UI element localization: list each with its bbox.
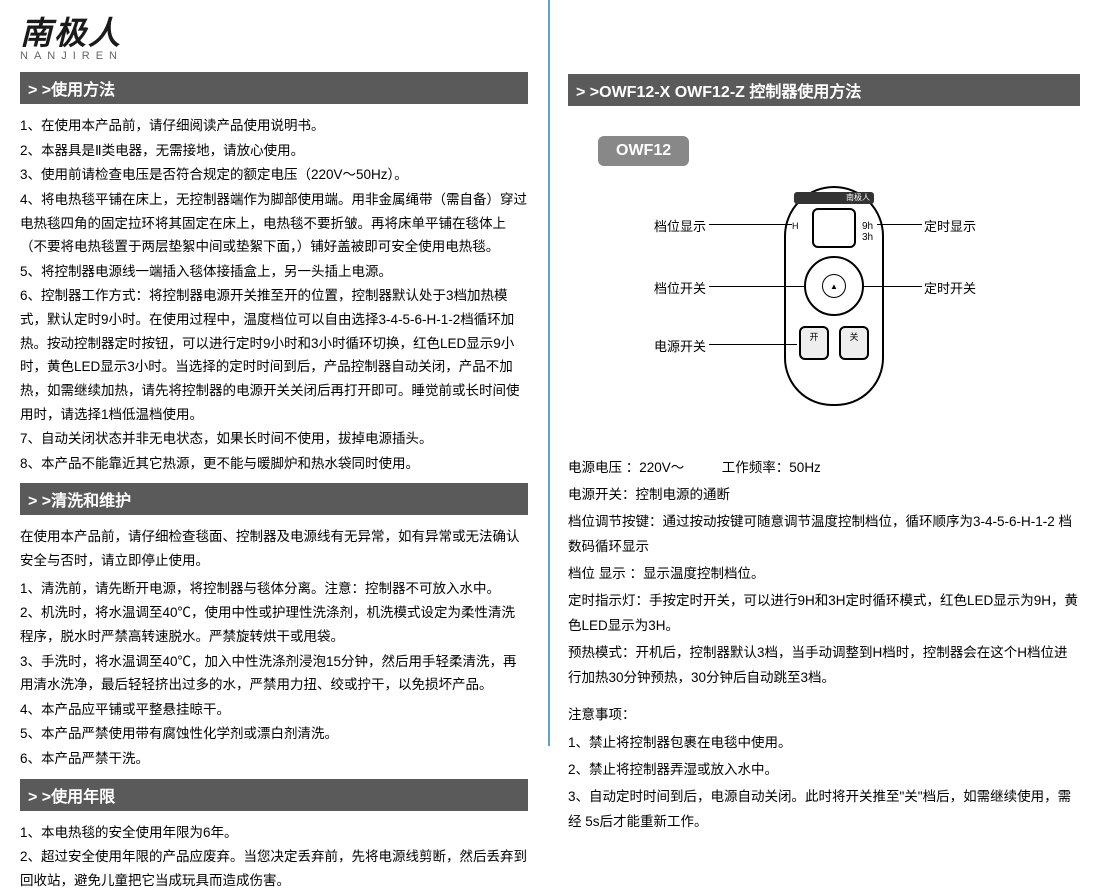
notice-item: 1、禁止将控制器包裹在电毯中使用。 [568, 731, 1080, 756]
power-off-button: 关 [839, 326, 869, 360]
spec-voltage-freq: 电源电压 ：220V～ 工作频率：50Hz [568, 456, 1080, 481]
usage-item: 6、控制器工作方式：将控制器电源开关推至开的位置，控制器默认处于3档加热模式，默… [20, 284, 528, 426]
clean-item: 6、本产品严禁干洗。 [20, 747, 528, 771]
label-timer-switch: 定时开关 [924, 278, 976, 297]
label-timer-display: 定时显示 [924, 216, 976, 235]
section-usage-header: > >使用方法 [20, 72, 528, 104]
usage-item: 7、自动关闭状态并非无电状态，如果长时间不使用，拔掉电源插头。 [20, 427, 528, 451]
label-line [864, 286, 922, 287]
label-level-switch: 档位开关 [654, 278, 706, 297]
usage-item: 1、在使用本产品前，请仔细阅读产品使用说明书。 [20, 114, 528, 138]
label-line [709, 286, 804, 287]
notice-item: 2、禁止将控制器弄湿或放入水中。 [568, 758, 1080, 783]
remote-screen [812, 208, 856, 248]
column-divider [548, 0, 550, 746]
section-clean-header: > >清洗和维护 [20, 483, 528, 515]
usage-item: 4、将电热毯平铺在床上，无控制器端作为脚部使用端。用非金属绳带（需自备）穿过电热… [20, 188, 528, 259]
brand-logo: 南极人 NANJIREN [20, 8, 528, 62]
power-on-button: 开 [799, 326, 829, 360]
screen-h-indicator: H [792, 221, 799, 231]
controller-header: > >OWF12-X OWF12-Z 控制器使用方法 [568, 74, 1080, 106]
label-line [877, 224, 922, 225]
clean-item: 4、本产品应平铺或平整悬挂晾干。 [20, 698, 528, 722]
usage-item: 3、使用前请检查电压是否符合规定的额定电压（220V～50Hz）。 [20, 163, 528, 187]
clean-item: 2、机洗时，将水温调至40℃，使用中性或护理性洗涤剂，机洗模式设定为柔性清洗程序… [20, 601, 528, 648]
spec-level-display: 档位 显示 ：显示温度控制档位。 [568, 562, 1080, 587]
remote-diagram: 南极人 H 9h3h ▲ 开 关 档位显示 定时显示 档位开关 定时开关 电源开… [634, 186, 1014, 426]
clean-item: 3、手洗时，将水温调至40℃，加入中性洗涤剂浸泡15分钟，然后用手轻柔清洗，再用… [20, 650, 528, 697]
spec-freq: 工作频率：50Hz [722, 460, 821, 475]
spec-section: 电源电压 ：220V～ 工作频率：50Hz 电源开关：控制电源的通断 档位调节按… [568, 456, 1080, 691]
spec-power-switch: 电源开关：控制电源的通断 [568, 483, 1080, 508]
spec-level-btn: 档位调节按键：通过按动按键可随意调节温度控制档位，循环顺序为3-4-5-6-H-… [568, 510, 1080, 560]
notice-item: 3、自动定时时间到后，电源自动关闭。此时将开关推至"关"档后，如需继续使用，需经… [568, 785, 1080, 835]
spec-voltage: 电源电压 ：220V～ [568, 460, 684, 475]
usage-item: 8、本产品不能靠近其它热源，更不能与暖脚炉和热水袋同时使用。 [20, 452, 528, 476]
notice-title: 注意事项： [568, 703, 1080, 728]
label-level-display: 档位显示 [654, 216, 706, 235]
control-center-icon: ▲ [822, 274, 846, 298]
label-power-switch: 电源开关 [654, 336, 706, 355]
spec-preheat: 预热模式：开机后，控制器默认3档，当手动调整到H档时，控制器会在这个H档位进行加… [568, 641, 1080, 691]
brand-name-cn: 南极人 [20, 8, 528, 54]
clean-list: 1、清洗前，请先断开电源，将控制器与毯体分离。注意：控制器不可放入水中。 2、机… [20, 577, 528, 771]
remote-brand-label: 南极人 [794, 192, 874, 204]
clean-intro: 在使用本产品前，请仔细检查毯面、控制器及电源线有无异常，如有异常或无法确认安全与… [20, 525, 528, 572]
spacer [568, 8, 1080, 66]
clean-item: 5、本产品严禁使用带有腐蚀性化学剂或漂白剂清洗。 [20, 722, 528, 746]
screen-timer-indicator: 9h3h [862, 221, 873, 243]
usage-item: 2、本器具是Ⅱ类电器，无需接地，请放心使用。 [20, 139, 528, 163]
model-badge: OWF12 [598, 136, 689, 166]
brand-name-en: NANJIREN [20, 50, 528, 62]
spec-timer-light: 定时指示灯：手按定时开关，可以进行9H和3H定时循环模式，红色LED显示为9H，… [568, 589, 1080, 639]
lifespan-item: 1、本电热毯的安全使用年限为6年。 [20, 821, 528, 845]
label-line [709, 224, 792, 225]
usage-list: 1、在使用本产品前，请仔细阅读产品使用说明书。 2、本器具是Ⅱ类电器，无需接地，… [20, 114, 528, 475]
usage-item: 5、将控制器电源线一端插入毯体接插盒上，另一头插上电源。 [20, 260, 528, 284]
notice-section: 注意事项： 1、禁止将控制器包裹在电毯中使用。 2、禁止将控制器弄湿或放入水中。… [568, 703, 1080, 835]
clean-item: 1、清洗前，请先断开电源，将控制器与毯体分离。注意：控制器不可放入水中。 [20, 577, 528, 601]
left-column: 南极人 NANJIREN > >使用方法 1、在使用本产品前，请仔细阅读产品使用… [0, 0, 548, 746]
right-column: > >OWF12-X OWF12-Z 控制器使用方法 OWF12 南极人 H 9… [548, 0, 1100, 746]
lifespan-list: 1、本电热毯的安全使用年限为6年。 2、超过安全使用年限的产品应废弃。当您决定丢… [20, 821, 528, 893]
lifespan-item: 2、超过安全使用年限的产品应废弃。当您决定丢弃前，先将电源线剪断，然后丢弃到回收… [20, 845, 528, 892]
section-lifespan-header: > >使用年限 [20, 779, 528, 811]
label-line [709, 344, 797, 345]
